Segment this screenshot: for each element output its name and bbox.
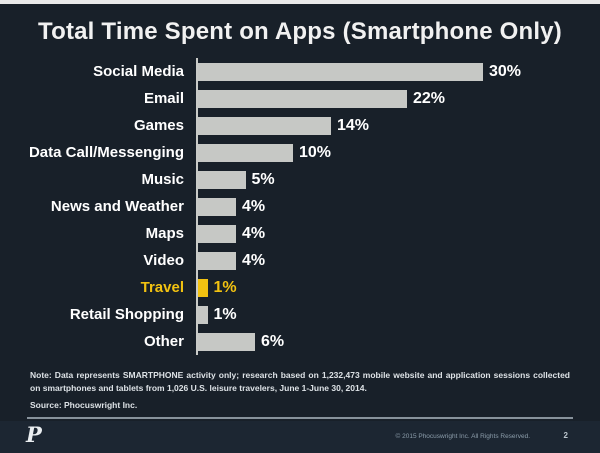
bar [198,89,407,108]
chart-title: Total Time Spent on Apps (Smartphone Onl… [38,18,562,45]
bar-area: 4% [196,220,600,247]
bar [198,251,236,270]
bar [198,278,208,297]
footer-bar: P © 2015 Phocuswright Inc. All Rights Re… [0,421,600,453]
bar-area: 6% [196,328,600,355]
bar [198,224,236,243]
bar-row: Video 4% [0,247,600,274]
bar-area: 4% [196,247,600,274]
bar-area: 30% [196,58,600,85]
value-label: 22% [413,89,446,107]
bar [198,305,208,324]
bar [198,197,236,216]
value-label: 4% [242,197,266,215]
category-label: Games [133,117,184,134]
bar [198,143,293,162]
category-label: Email [143,90,184,107]
category-label: News and Weather [50,198,184,215]
category-label: Maps [145,225,184,242]
bar-row: Travel 1% [0,274,600,301]
value-label: 6% [261,332,285,350]
page-number: 2 [563,431,568,440]
category-label: Music [141,171,184,188]
category-label: Travel [140,279,184,296]
bar-row: Maps 4% [0,220,600,247]
value-label: 4% [242,251,266,269]
source-note: Source: Phocuswright Inc. [30,400,138,411]
bar-row: Games 14% [0,112,600,139]
copyright-text: © 2015 Phocuswright Inc. All Rights Rese… [395,433,531,440]
value-label: 4% [242,224,266,242]
bar-row: Social Media 30% [0,58,600,85]
value-label: 10% [299,143,332,161]
footnote: Note: Data represents SMARTPHONE activit… [30,370,570,394]
bar-area: 14% [196,112,600,139]
category-label: Data Call/Messenging [28,144,184,161]
slide: Total Time Spent on Apps (Smartphone Onl… [0,4,600,453]
bar [198,170,246,189]
category-label: Other [143,333,184,350]
value-label: 1% [213,278,237,296]
bar [198,332,255,351]
bar-area: 5% [196,166,600,193]
bar-row: Email 22% [0,85,600,112]
bar-row: News and Weather 4% [0,193,600,220]
value-label: 1% [213,305,237,323]
value-label: 30% [489,62,522,80]
bar [198,116,331,135]
footer-divider [27,417,573,420]
page-top-border [0,0,600,4]
bar [198,62,483,81]
bar-area: 1% [196,274,600,301]
category-label: Social Media [93,63,184,80]
category-label: Video [143,252,184,269]
bar-area: 4% [196,193,600,220]
value-label: 14% [337,116,370,134]
bar-area: 22% [196,85,600,112]
bar-row: Music 5% [0,166,600,193]
phocuswright-logo-icon: P [26,422,42,447]
bar-row: Other 6% [0,328,600,355]
bar-row: Retail Shopping 1% [0,301,600,328]
bar-chart: Social Media 30% Email 22% Games 14% Data Call… [0,58,600,355]
bar-area: 1% [196,301,600,328]
bar-area: 10% [196,139,600,166]
value-label: 5% [251,170,275,188]
bar-row: Data Call/Messenging 10% [0,139,600,166]
category-label: Retail Shopping [69,306,184,323]
